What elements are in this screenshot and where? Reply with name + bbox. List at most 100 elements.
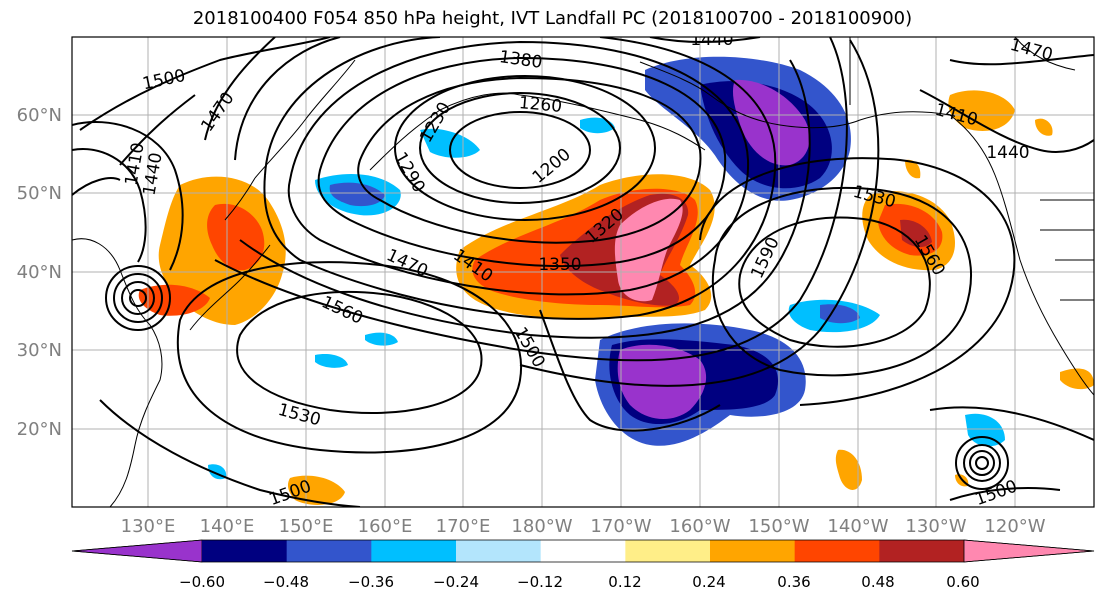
- contour-asia-low-2: [121, 281, 155, 315]
- coast-north-america: [949, 114, 1094, 396]
- contour-1440-west: [72, 121, 184, 271]
- colorbar-tick: −0.48: [263, 573, 309, 591]
- contour-1470: [119, 39, 880, 387]
- contour-1440-top: [649, 37, 761, 43]
- positive-anomaly-south: [287, 475, 345, 505]
- contour-1530-east: [699, 157, 1016, 406]
- colorbar-segment: [456, 540, 542, 562]
- contour-1470-ne: [949, 54, 1094, 66]
- height-contours: [72, 37, 1094, 507]
- contour-asia-low-3: [113, 273, 163, 323]
- lon-label: 140°E: [200, 516, 255, 537]
- lon-label: 170°E: [436, 516, 491, 537]
- positive-anomaly-japan-core: [207, 203, 265, 271]
- contour-hi-low-4: [955, 436, 1009, 490]
- contour-1350: [287, 40, 750, 296]
- colorbar-segment: [879, 540, 965, 562]
- colorbar-tick: 0.12: [608, 573, 641, 591]
- coastlines: [72, 37, 1094, 507]
- lon-label: 130°E: [121, 516, 176, 537]
- contour-low-1260: [394, 75, 656, 221]
- chart-title: 2018100400 F054 850 hPa height, IVT Land…: [192, 8, 913, 29]
- lon-label: 160°E: [358, 516, 413, 537]
- contour-1380: [263, 37, 777, 320]
- lon-label: 130°W: [905, 516, 966, 537]
- colorbar-segment: [286, 540, 372, 562]
- latitude-labels: 60°N 50°N 40°N 30°N 20°N: [17, 105, 62, 440]
- positive-anomaly-typhoon-west: [138, 284, 210, 316]
- contour-1560-west: [236, 290, 483, 415]
- contour-1500-southwest: [99, 399, 361, 507]
- colorbar-tick: 0.48: [861, 573, 894, 591]
- colorbar-segment: [540, 540, 626, 562]
- colorbar-extend-low: [71, 539, 203, 563]
- positive-anomaly-coast: [905, 159, 921, 179]
- negative-anomaly-east-pacific-core: [820, 304, 860, 324]
- colorbar-extend-high: [963, 539, 1095, 563]
- contour-label: 1350: [538, 255, 581, 275]
- contour-1500-central: [539, 309, 721, 432]
- colorbar-tick: −0.60: [179, 573, 225, 591]
- positive-anomaly-pnw-max: [900, 219, 932, 248]
- negative-anomaly-small-1: [365, 332, 398, 346]
- contour-1410-west: [72, 148, 147, 263]
- colorbar-segment: [202, 540, 288, 562]
- state-borders: [1040, 199, 1094, 301]
- coast-asia: [72, 238, 163, 507]
- positive-anomaly-alaska: [948, 90, 1015, 131]
- contour-1410-ne: [919, 89, 1094, 153]
- contour-label: 1440: [986, 143, 1029, 163]
- contour-low-1230: [419, 92, 621, 204]
- lat-label: 30°N: [17, 340, 62, 361]
- contour-1500-southeast: [949, 487, 1061, 501]
- contour-1500-north: [79, 37, 331, 131]
- colorbar-tick: 0.60: [946, 573, 979, 591]
- contour-1410: [234, 37, 811, 339]
- coast-hokkaido: [224, 177, 256, 221]
- contour-label: 1260: [518, 93, 563, 117]
- colorbar-tick: −0.36: [348, 573, 394, 591]
- negative-anomaly-south-max: [617, 344, 707, 420]
- gridlines: [72, 37, 1094, 507]
- lon-label: 150°W: [748, 516, 809, 537]
- contour-hi-low-3: [963, 444, 1001, 482]
- coast-kurils: [254, 59, 356, 179]
- lat-label: 20°N: [17, 419, 62, 440]
- coast-arctic: [1014, 37, 1076, 71]
- negative-anomaly-small-2: [315, 354, 348, 368]
- coast-aleutians-east: [519, 94, 706, 151]
- contour-hi-low-1: [975, 456, 989, 470]
- contour-1320: [317, 56, 727, 267]
- colorbar-tick: 0.36: [777, 573, 810, 591]
- contour-asia-low-1: [129, 289, 147, 307]
- positive-anomaly-subtropics: [835, 449, 862, 490]
- longitude-labels: 130°E 140°E 150°E 160°E 170°E 180°W 170°…: [121, 516, 1046, 537]
- lon-label: 180°W: [511, 516, 572, 537]
- negative-anomaly-alaska-small: [580, 117, 615, 134]
- contour-low-1200: [449, 111, 591, 189]
- colorbar-outline: [71, 539, 1095, 563]
- colorbar-segment: [371, 540, 457, 562]
- coast-alaska: [639, 61, 951, 129]
- colorbar: [71, 539, 1095, 563]
- contour-label: 1440: [690, 30, 733, 50]
- positive-anomaly-central-max: [614, 198, 683, 302]
- contour-1530-west: [177, 261, 523, 454]
- lon-label: 160°W: [669, 516, 730, 537]
- contour-west-extra: [72, 177, 121, 196]
- negative-anomaly-west-core: [329, 182, 385, 207]
- colorbar-ticks: −0.60 −0.48 −0.36 −0.24 −0.12 0.12 0.24 …: [179, 573, 980, 591]
- negative-anomaly-north-max: [732, 79, 810, 166]
- lon-label: 120°W: [984, 516, 1045, 537]
- colorbar-segment: [710, 540, 796, 562]
- colorbar-tick: −0.24: [433, 573, 479, 591]
- map-frame: [71, 36, 1095, 508]
- colorbar-segment: [625, 540, 711, 562]
- lat-label: 60°N: [17, 105, 62, 126]
- lon-label: 170°W: [590, 516, 651, 537]
- positive-anomaly-alaska-small: [1035, 118, 1053, 136]
- contour-1560-east: [711, 186, 973, 377]
- lat-label: 50°N: [17, 183, 62, 204]
- contour-asia-low-4: [105, 265, 171, 331]
